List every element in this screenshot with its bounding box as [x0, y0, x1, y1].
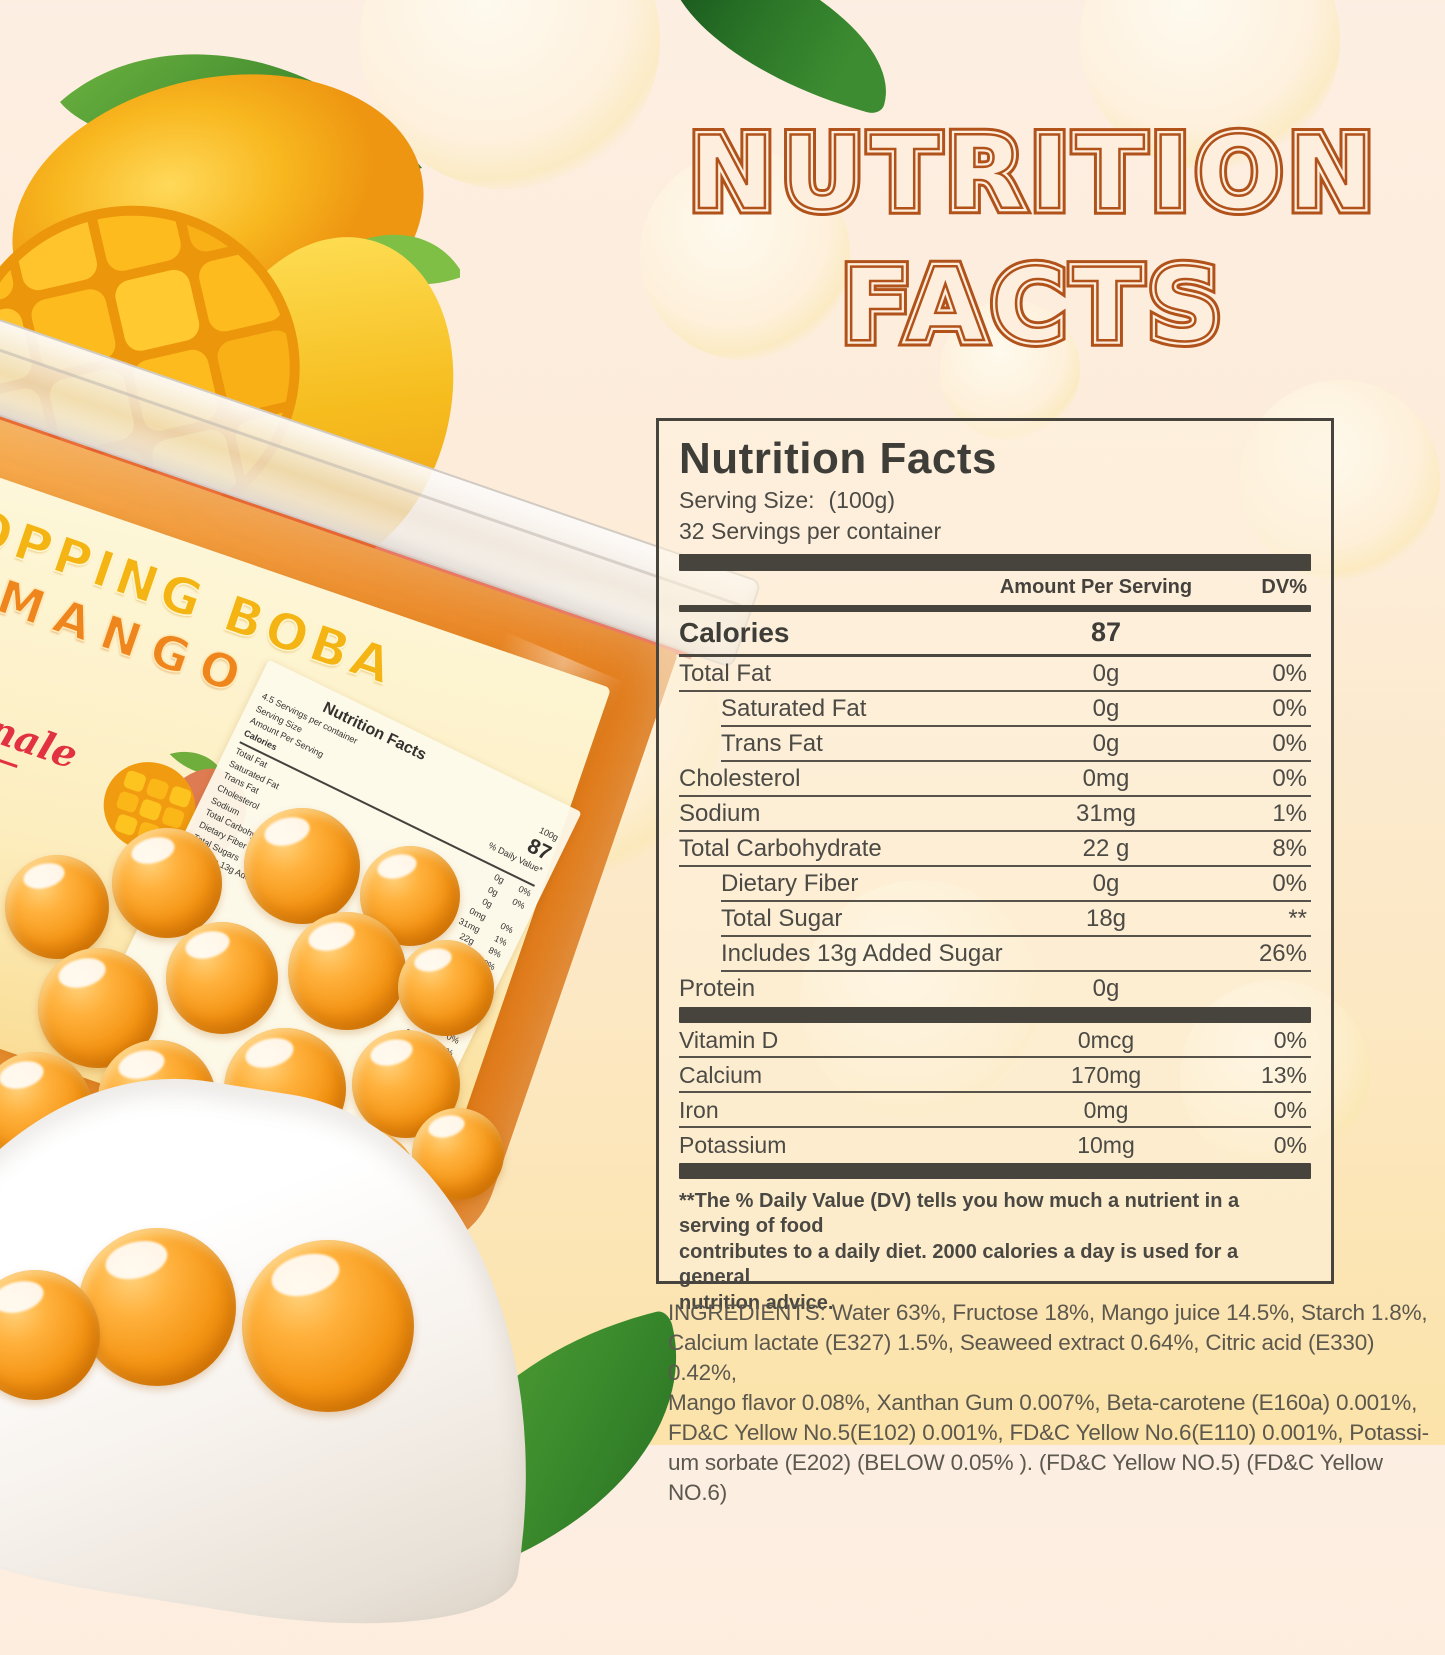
nutrient-rows: Total Fat 0g 0% Saturated Fat 0g 0% Tran…	[679, 657, 1311, 1007]
nutrient-row: Total Sugar 18g **	[679, 902, 1311, 937]
divider-bar-thick	[679, 553, 1311, 571]
divider-bar-thick	[679, 1162, 1311, 1179]
nutrient-row: Protein 0g	[679, 975, 1120, 1003]
page-title-line1: NUTRITION NUTRITION NUTRITION	[683, 108, 1381, 239]
serving-size: Serving Size: (100g)	[679, 486, 895, 513]
vitamin-row: Potassium 10mg 0%	[679, 1131, 1307, 1158]
vitamin-row: Calcium 170mg 13%	[679, 1058, 1311, 1093]
nutrient-row: Total Fat 0g 0%	[679, 657, 1311, 692]
boba-ball	[5, 855, 109, 959]
nutrient-row: Sodium 31mg 1%	[679, 797, 1311, 832]
decorative-leaf-top	[640, 0, 914, 117]
nutrient-row: Trans Fat 0g 0%	[679, 727, 1311, 762]
boba-ball	[242, 1240, 414, 1412]
nutrition-facts-panel: Nutrition Facts Serving Size: (100g) 32 S…	[656, 418, 1334, 1314]
servings-per-container: 32 Servings per container	[679, 517, 942, 544]
boba-ball	[288, 912, 406, 1030]
vitamin-row: Iron 0mg 0%	[679, 1093, 1311, 1128]
calories-label: Calories	[679, 616, 790, 648]
dv-column-header: DV%	[1261, 576, 1307, 599]
boba-ball	[0, 1270, 100, 1400]
ingredients-text: INGREDIENTS: Water 63%, Fructose 18%, Ma…	[668, 1300, 1429, 1505]
nutrient-row: Cholesterol 0mg 0%	[679, 762, 1311, 797]
nutrient-row: Total Carbohydrate 22 g 8%	[679, 832, 1311, 867]
nutrient-row: Dietary Fiber 0g 0%	[679, 867, 1311, 902]
divider-bar-medium	[679, 604, 1311, 612]
daily-value-footnote: **The % Daily Value (DV) tells you how m…	[679, 1189, 1240, 1314]
vitamin-row: Vitamin D 0mcg 0%	[679, 1023, 1311, 1058]
column-header-row: Amount Per Serving DV%	[679, 571, 1311, 605]
brand-logo: Fanale	[0, 689, 84, 777]
calories-value: 87	[1090, 617, 1122, 648]
nutrient-row: Saturated Fat 0g 0%	[679, 692, 1311, 727]
panel-title: Nutrition Facts	[679, 434, 997, 483]
boba-ball	[398, 940, 494, 1036]
vitamin-rows: Vitamin D 0mcg 0% Calcium 170mg 13% Iron…	[679, 1023, 1311, 1163]
amount-column-header: Amount Per Serving	[999, 576, 1193, 599]
boba-ball	[244, 808, 360, 924]
boba-ball	[112, 828, 222, 938]
boba-ball	[78, 1228, 236, 1386]
divider-bar-thick	[679, 1006, 1311, 1023]
page-title: NUTRITION NUTRITION NUTRITION FACTS FACT…	[630, 108, 1440, 374]
nutrient-row: Includes 13g Added Sugar 26%	[679, 937, 1311, 972]
calories-row: Calories 87	[679, 612, 1311, 657]
boba-ball	[166, 922, 278, 1034]
page-title-line2: FACTS FACTS FACTS	[835, 240, 1229, 371]
